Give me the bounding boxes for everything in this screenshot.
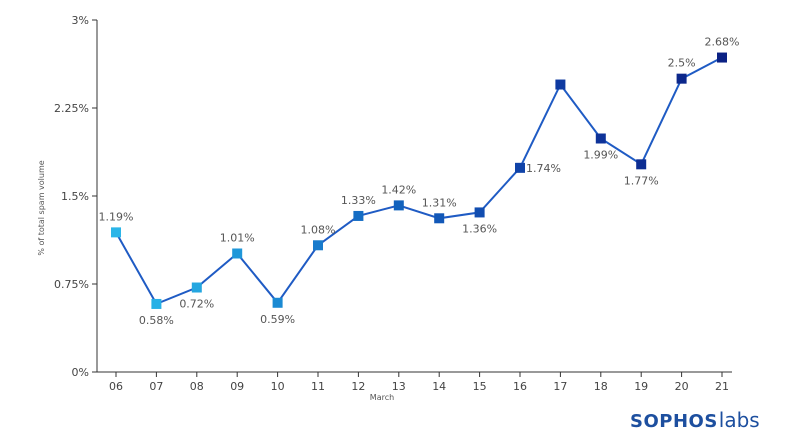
- data-label: 1.31%: [422, 196, 457, 209]
- x-tick-label: 16: [513, 380, 527, 393]
- data-labels: 1.19% 0.58% 0.72% 1.01% 0.59% 1.08% 1.33% 1.42%…: [99, 36, 740, 327]
- data-point-marker: [151, 298, 162, 309]
- x-tick-label: 14: [432, 380, 446, 393]
- y-tick-label: 2.25%: [54, 102, 89, 115]
- y-axis: 0% 0.75% 1.5% 2.25% 3%: [54, 14, 98, 379]
- sophoslabs-logo: SOPHOSlabs: [630, 408, 790, 436]
- x-tick-label: 13: [392, 380, 406, 393]
- data-label: 1.19%: [99, 210, 134, 223]
- y-tick-label: 0%: [72, 366, 89, 379]
- x-tick-label: 10: [271, 380, 285, 393]
- x-tick-label: 07: [149, 380, 163, 393]
- data-label: 2.5%: [668, 57, 696, 70]
- data-label: 0.58%: [139, 314, 174, 327]
- x-axis-title: March: [370, 393, 394, 402]
- data-point-marker: [555, 79, 566, 90]
- x-axis: 06 07 08 09 10 11 12 13 14 15 16 17 18 19 20 21: [97, 371, 732, 393]
- y-tick-label: 1.5%: [61, 190, 89, 203]
- data-point-marker: [474, 207, 485, 218]
- y-tick-label: 3%: [72, 14, 89, 27]
- x-tick-label: 18: [594, 380, 608, 393]
- data-point-marker: [191, 282, 202, 293]
- x-tick-label: 11: [311, 380, 325, 393]
- data-label: 2.68%: [705, 36, 740, 49]
- data-point-marker: [434, 213, 445, 224]
- data-point-marker: [393, 200, 404, 211]
- x-tick-label: 17: [553, 380, 567, 393]
- data-point-marker: [232, 248, 243, 259]
- data-point-marker: [595, 133, 606, 144]
- y-tick-label: 0.75%: [54, 278, 89, 291]
- data-point-marker: [717, 52, 727, 63]
- x-tick-label: 08: [190, 380, 204, 393]
- logo-suffix: labs: [718, 408, 760, 432]
- x-tick-label: 12: [351, 380, 365, 393]
- series-line: [115, 56, 723, 306]
- data-label: 1.77%: [624, 174, 659, 187]
- data-point-marker: [636, 159, 647, 170]
- x-tick-label: 09: [230, 380, 244, 393]
- data-label: 1.01%: [220, 231, 255, 244]
- data-label: 1.33%: [341, 194, 376, 207]
- logo-brand: SOPHOS: [630, 411, 718, 432]
- x-tick-label: 20: [675, 380, 689, 393]
- data-label: 1.74%: [526, 162, 561, 175]
- x-tick-label: 21: [715, 380, 729, 393]
- y-axis-title: % of total spam volume: [37, 160, 46, 255]
- data-point-marker: [515, 162, 525, 173]
- data-label: 1.36%: [462, 222, 497, 235]
- data-point-marker: [272, 297, 283, 308]
- data-label: 1.08%: [301, 223, 336, 236]
- data-point-marker: [353, 210, 364, 221]
- x-tick-label: 06: [109, 380, 123, 393]
- data-point-marker: [111, 227, 121, 238]
- data-label: 1.42%: [381, 183, 416, 196]
- data-label: 1.99%: [583, 149, 618, 162]
- data-markers: [111, 52, 727, 309]
- data-label: 0.72%: [179, 298, 214, 311]
- x-tick-label: 19: [634, 380, 648, 393]
- data-point-marker: [313, 240, 323, 251]
- data-point-marker: [676, 73, 687, 84]
- data-label: 0.59%: [260, 313, 295, 326]
- x-tick-label: 15: [473, 380, 487, 393]
